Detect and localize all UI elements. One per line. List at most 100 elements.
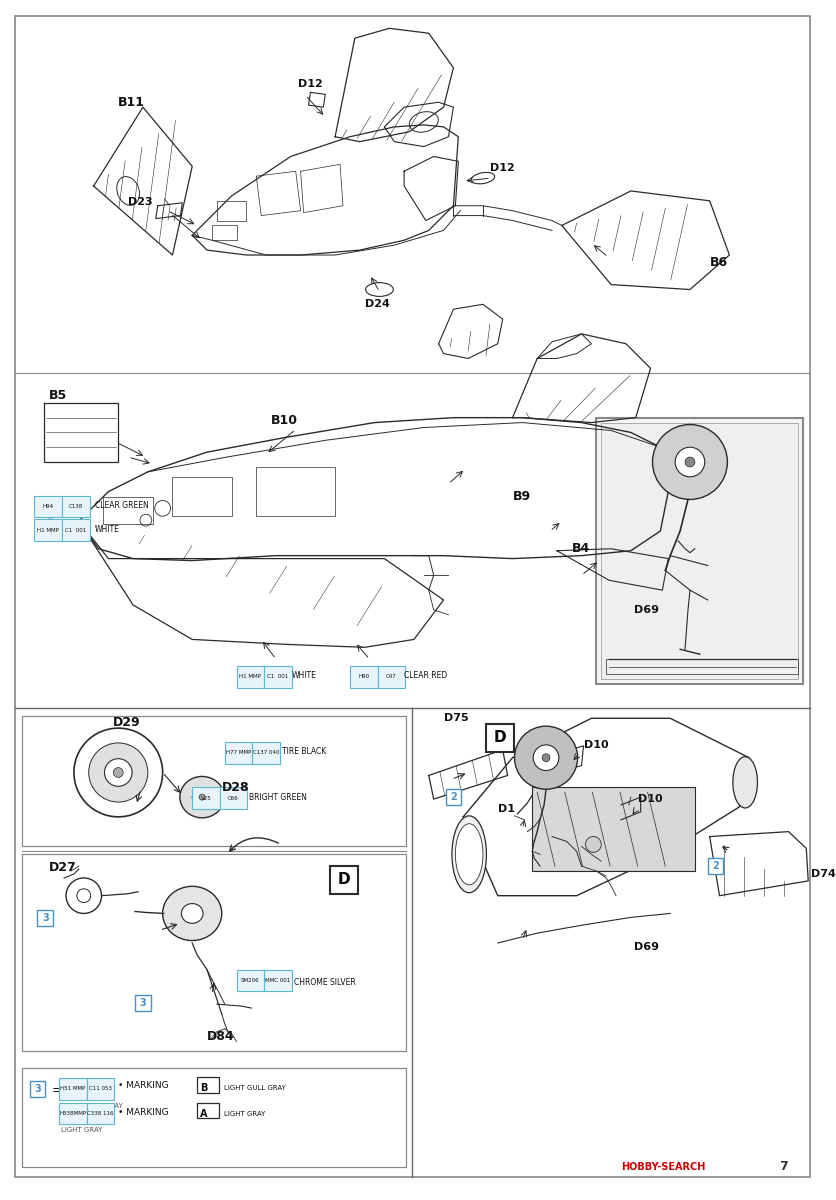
Bar: [34, 520, 62, 541]
Text: HOBBY-SEARCH: HOBBY-SEARCH: [620, 1162, 705, 1171]
Bar: [445, 790, 461, 805]
Text: A: A: [200, 1109, 207, 1118]
Text: D69: D69: [633, 942, 658, 952]
Bar: [197, 1078, 218, 1093]
Bar: [62, 520, 89, 541]
Bar: [212, 226, 237, 240]
Text: D84: D84: [206, 1030, 234, 1043]
Ellipse shape: [451, 816, 486, 893]
Text: C1  001: C1 001: [267, 674, 288, 679]
Text: D10: D10: [583, 740, 608, 750]
Bar: [600, 422, 798, 679]
Bar: [62, 496, 89, 517]
Text: WHITE: WHITE: [94, 524, 120, 534]
Text: D24: D24: [364, 299, 389, 310]
Text: H1 MMP: H1 MMP: [239, 674, 261, 679]
Text: WHITE: WHITE: [292, 671, 316, 680]
Ellipse shape: [455, 823, 482, 884]
Text: B6: B6: [709, 257, 727, 270]
Bar: [59, 1078, 87, 1099]
Text: B9: B9: [512, 490, 530, 503]
Bar: [59, 1103, 87, 1124]
Text: • MARKING: • MARKING: [118, 1081, 169, 1091]
Bar: [595, 418, 803, 684]
Text: BRIGHT GREEN: BRIGHT GREEN: [249, 793, 307, 802]
Bar: [22, 716, 405, 846]
Text: D74: D74: [810, 869, 835, 880]
Text: LIGHT GULL GRAY: LIGHT GULL GRAY: [61, 1103, 123, 1109]
Circle shape: [542, 754, 549, 762]
Bar: [34, 496, 62, 517]
Circle shape: [675, 448, 704, 476]
Bar: [135, 995, 150, 1012]
Bar: [264, 666, 292, 688]
Circle shape: [104, 758, 132, 786]
Text: D: D: [493, 731, 506, 745]
Bar: [707, 858, 722, 874]
Bar: [349, 666, 377, 688]
Text: H51 MMP: H51 MMP: [60, 1086, 85, 1091]
Text: 2: 2: [711, 862, 718, 871]
Text: H94: H94: [43, 504, 54, 509]
Text: D10: D10: [637, 794, 661, 804]
Text: D: D: [337, 872, 350, 888]
Text: D27: D27: [49, 860, 77, 874]
Text: 3: 3: [34, 1084, 41, 1094]
Text: D12: D12: [298, 78, 322, 89]
Circle shape: [585, 836, 600, 852]
Bar: [237, 666, 264, 688]
Ellipse shape: [181, 904, 203, 923]
Bar: [38, 911, 54, 926]
Text: D28: D28: [222, 781, 249, 793]
Text: D1: D1: [497, 804, 514, 814]
Text: CLEAR RED: CLEAR RED: [404, 671, 446, 680]
Ellipse shape: [199, 794, 205, 800]
Text: =: =: [51, 1085, 62, 1097]
Circle shape: [533, 745, 558, 770]
Text: B10: B10: [271, 414, 298, 427]
Text: TIRE BLACK: TIRE BLACK: [282, 748, 326, 756]
Text: CHROME SILVER: CHROME SILVER: [293, 978, 355, 986]
Text: B: B: [200, 1082, 207, 1093]
Text: B5: B5: [49, 390, 68, 402]
Ellipse shape: [180, 776, 224, 818]
Bar: [256, 467, 334, 516]
Ellipse shape: [732, 757, 757, 808]
Bar: [192, 787, 220, 809]
Circle shape: [89, 743, 148, 802]
Text: C137 040: C137 040: [252, 750, 279, 755]
Bar: [172, 476, 232, 516]
Text: H1 MMP: H1 MMP: [38, 528, 59, 533]
Text: C47: C47: [385, 674, 396, 679]
Bar: [605, 659, 798, 674]
Bar: [220, 787, 247, 809]
Bar: [22, 854, 405, 1051]
Bar: [252, 742, 279, 763]
Bar: [217, 200, 246, 221]
Text: C138: C138: [69, 504, 83, 509]
Text: D29: D29: [113, 715, 140, 728]
Ellipse shape: [162, 887, 222, 941]
Bar: [197, 1103, 218, 1118]
Text: D69: D69: [633, 605, 658, 614]
Bar: [264, 970, 292, 991]
Text: 3: 3: [140, 998, 146, 1008]
Circle shape: [652, 425, 726, 499]
Circle shape: [684, 457, 694, 467]
Text: LIGHT GULL GRAY: LIGHT GULL GRAY: [223, 1085, 285, 1091]
Text: H77 MMP: H77 MMP: [226, 750, 251, 755]
Bar: [377, 666, 405, 688]
Bar: [104, 497, 153, 524]
Bar: [224, 742, 252, 763]
Text: MMC 001: MMC 001: [265, 978, 290, 983]
Text: D23: D23: [128, 197, 153, 206]
Text: C11 053: C11 053: [89, 1086, 112, 1091]
Text: 2: 2: [450, 792, 456, 802]
Text: C66: C66: [228, 796, 239, 800]
Bar: [237, 970, 264, 991]
Bar: [329, 866, 357, 894]
Ellipse shape: [192, 787, 212, 806]
Bar: [87, 1103, 115, 1124]
Text: LIGHT GRAY: LIGHT GRAY: [61, 1127, 102, 1133]
Text: D12: D12: [489, 163, 514, 173]
